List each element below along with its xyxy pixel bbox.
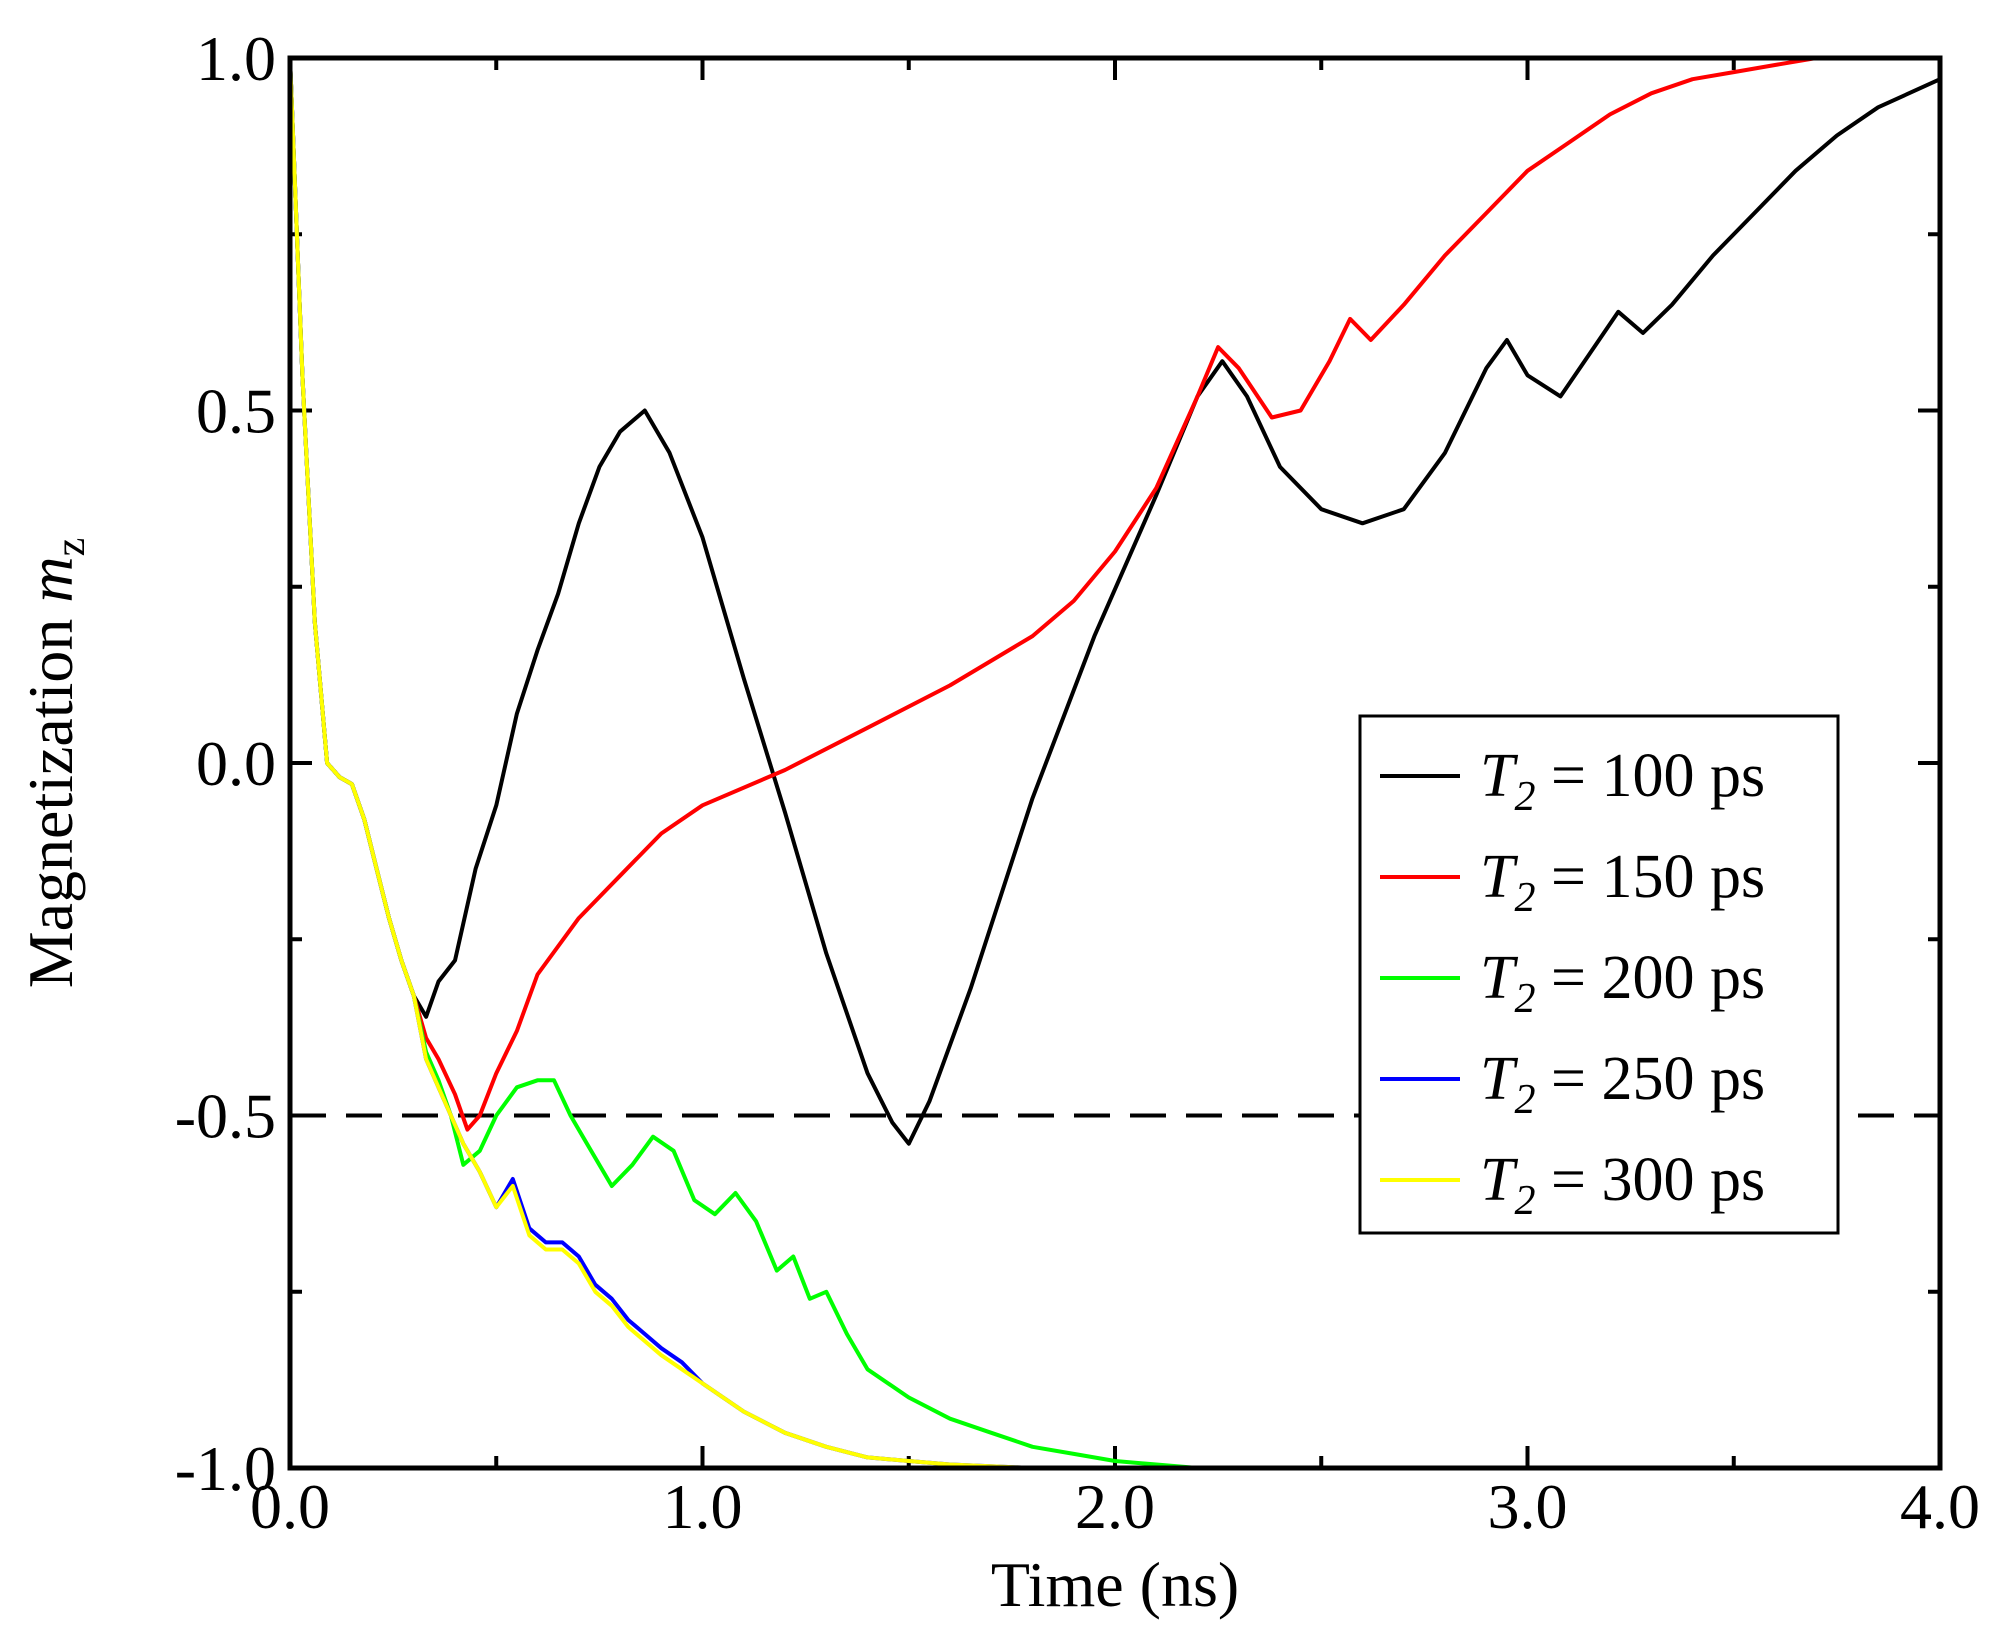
legend-label: T2 = 200 ps [1480,944,1765,1022]
x-tick-label: 4.0 [1900,1471,1980,1542]
y-tick-label: -0.5 [175,1081,276,1152]
x-tick-labels: 0.0 1.0 2.0 3.0 4.0 [250,1471,1980,1542]
y-axis-title: Magnetization mz [15,538,94,989]
legend-item: T2 = 300 ps [1380,1146,1765,1224]
y-tick-label: 0.0 [196,728,276,799]
series-layer [290,58,1940,1468]
x-tick-label: 0.0 [250,1471,330,1542]
plot-frame [287,55,1943,1471]
legend-label: T2 = 150 ps [1480,843,1765,921]
legend-label: T2 = 100 ps [1480,742,1765,820]
y-tick-labels: -1.0 -0.5 0.0 0.5 1.0 [175,23,276,1504]
legend-item: T2 = 150 ps [1380,843,1765,921]
legend-item: T2 = 200 ps [1380,944,1765,1022]
legend-box [1358,714,1840,1235]
legend-label: T2 = 300 ps [1480,1146,1765,1224]
legend-item: T2 = 100 ps [1380,742,1765,820]
x-axis-title: Time (ns) [991,1549,1239,1620]
y-tick-label: 0.5 [196,376,276,447]
legend-label: T2 = 250 ps [1480,1045,1765,1123]
x-tick-label: 1.0 [663,1471,743,1542]
y-tick-label: 1.0 [196,23,276,94]
series-line-5 [290,58,1117,1468]
legend-item: T2 = 250 ps [1380,1045,1765,1123]
legend-items: T2 = 100 ps T2 = 150 ps T2 = 200 ps T2 = 25… [1380,742,1765,1224]
x-tick-label: 2.0 [1075,1471,1155,1542]
x-tick-label: 3.0 [1488,1471,1568,1542]
y-tick-label: -1.0 [175,1433,276,1504]
legend: T2 = 100 ps T2 = 150 ps T2 = 200 ps T2 = 25… [1358,714,1840,1235]
